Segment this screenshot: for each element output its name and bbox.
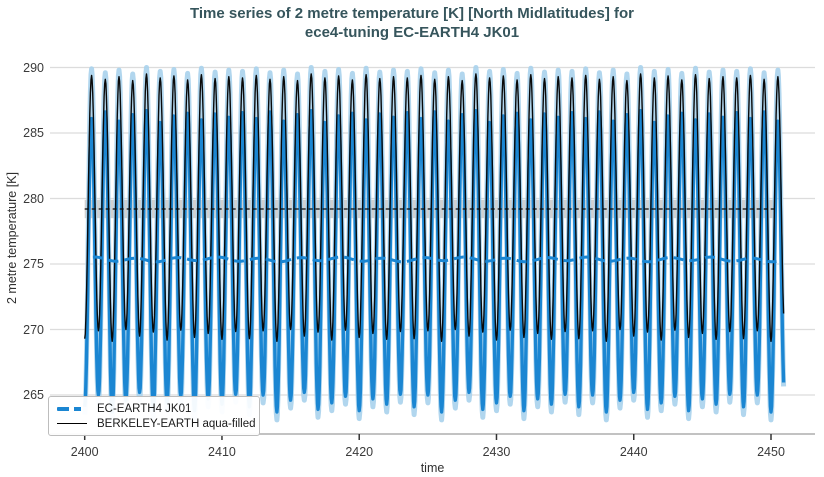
y-tick-label: 270: [23, 322, 44, 337]
x-tick-label: 2440: [619, 445, 648, 459]
ec-earth4-series-line: [83, 109, 786, 414]
y-tick-label: 275: [23, 257, 44, 271]
x-tick-label: 2410: [208, 445, 236, 459]
y-axis-label: 2 metre temperature [K]: [5, 172, 19, 305]
legend-box: EC-EARTH4 JK01 BERKELEY-EARTH aqua-fille…: [48, 396, 260, 436]
legend-swatch-blue-dashed-line: [57, 406, 87, 411]
x-tick-label: 2420: [345, 445, 374, 459]
x-tick-label: 2450: [757, 445, 785, 459]
chart-title-line1: Time series of 2 metre temperature [K] […: [190, 5, 634, 22]
model-running-mean-dashed-line: [92, 255, 777, 264]
legend-label: BERKELEY-EARTH aqua-filled: [97, 417, 256, 430]
x-tick-label: 2400: [70, 445, 99, 459]
y-tick-label: 280: [23, 191, 44, 206]
y-tick-label: 285: [23, 126, 44, 140]
berkeley-earth-series-line: [84, 73, 785, 342]
y-tick-label: 290: [23, 60, 44, 75]
legend-item-ec-earth4: EC-EARTH4 JK01: [57, 401, 251, 416]
legend-label: EC-EARTH4 JK01: [97, 402, 192, 415]
x-axis-label: time: [420, 461, 445, 475]
x-tick-label: 2430: [482, 445, 511, 459]
legend-item-berkeley-earth: BERKELEY-EARTH aqua-filled: [57, 416, 256, 431]
y-tick-label: 265: [23, 388, 44, 402]
legend-swatch-black-line: [57, 423, 87, 424]
chart-title-line2: ece4-tuning EC-EARTH4 JK01: [304, 24, 520, 41]
chart-title: Time series of 2 metre temperature [K] […: [0, 5, 824, 42]
